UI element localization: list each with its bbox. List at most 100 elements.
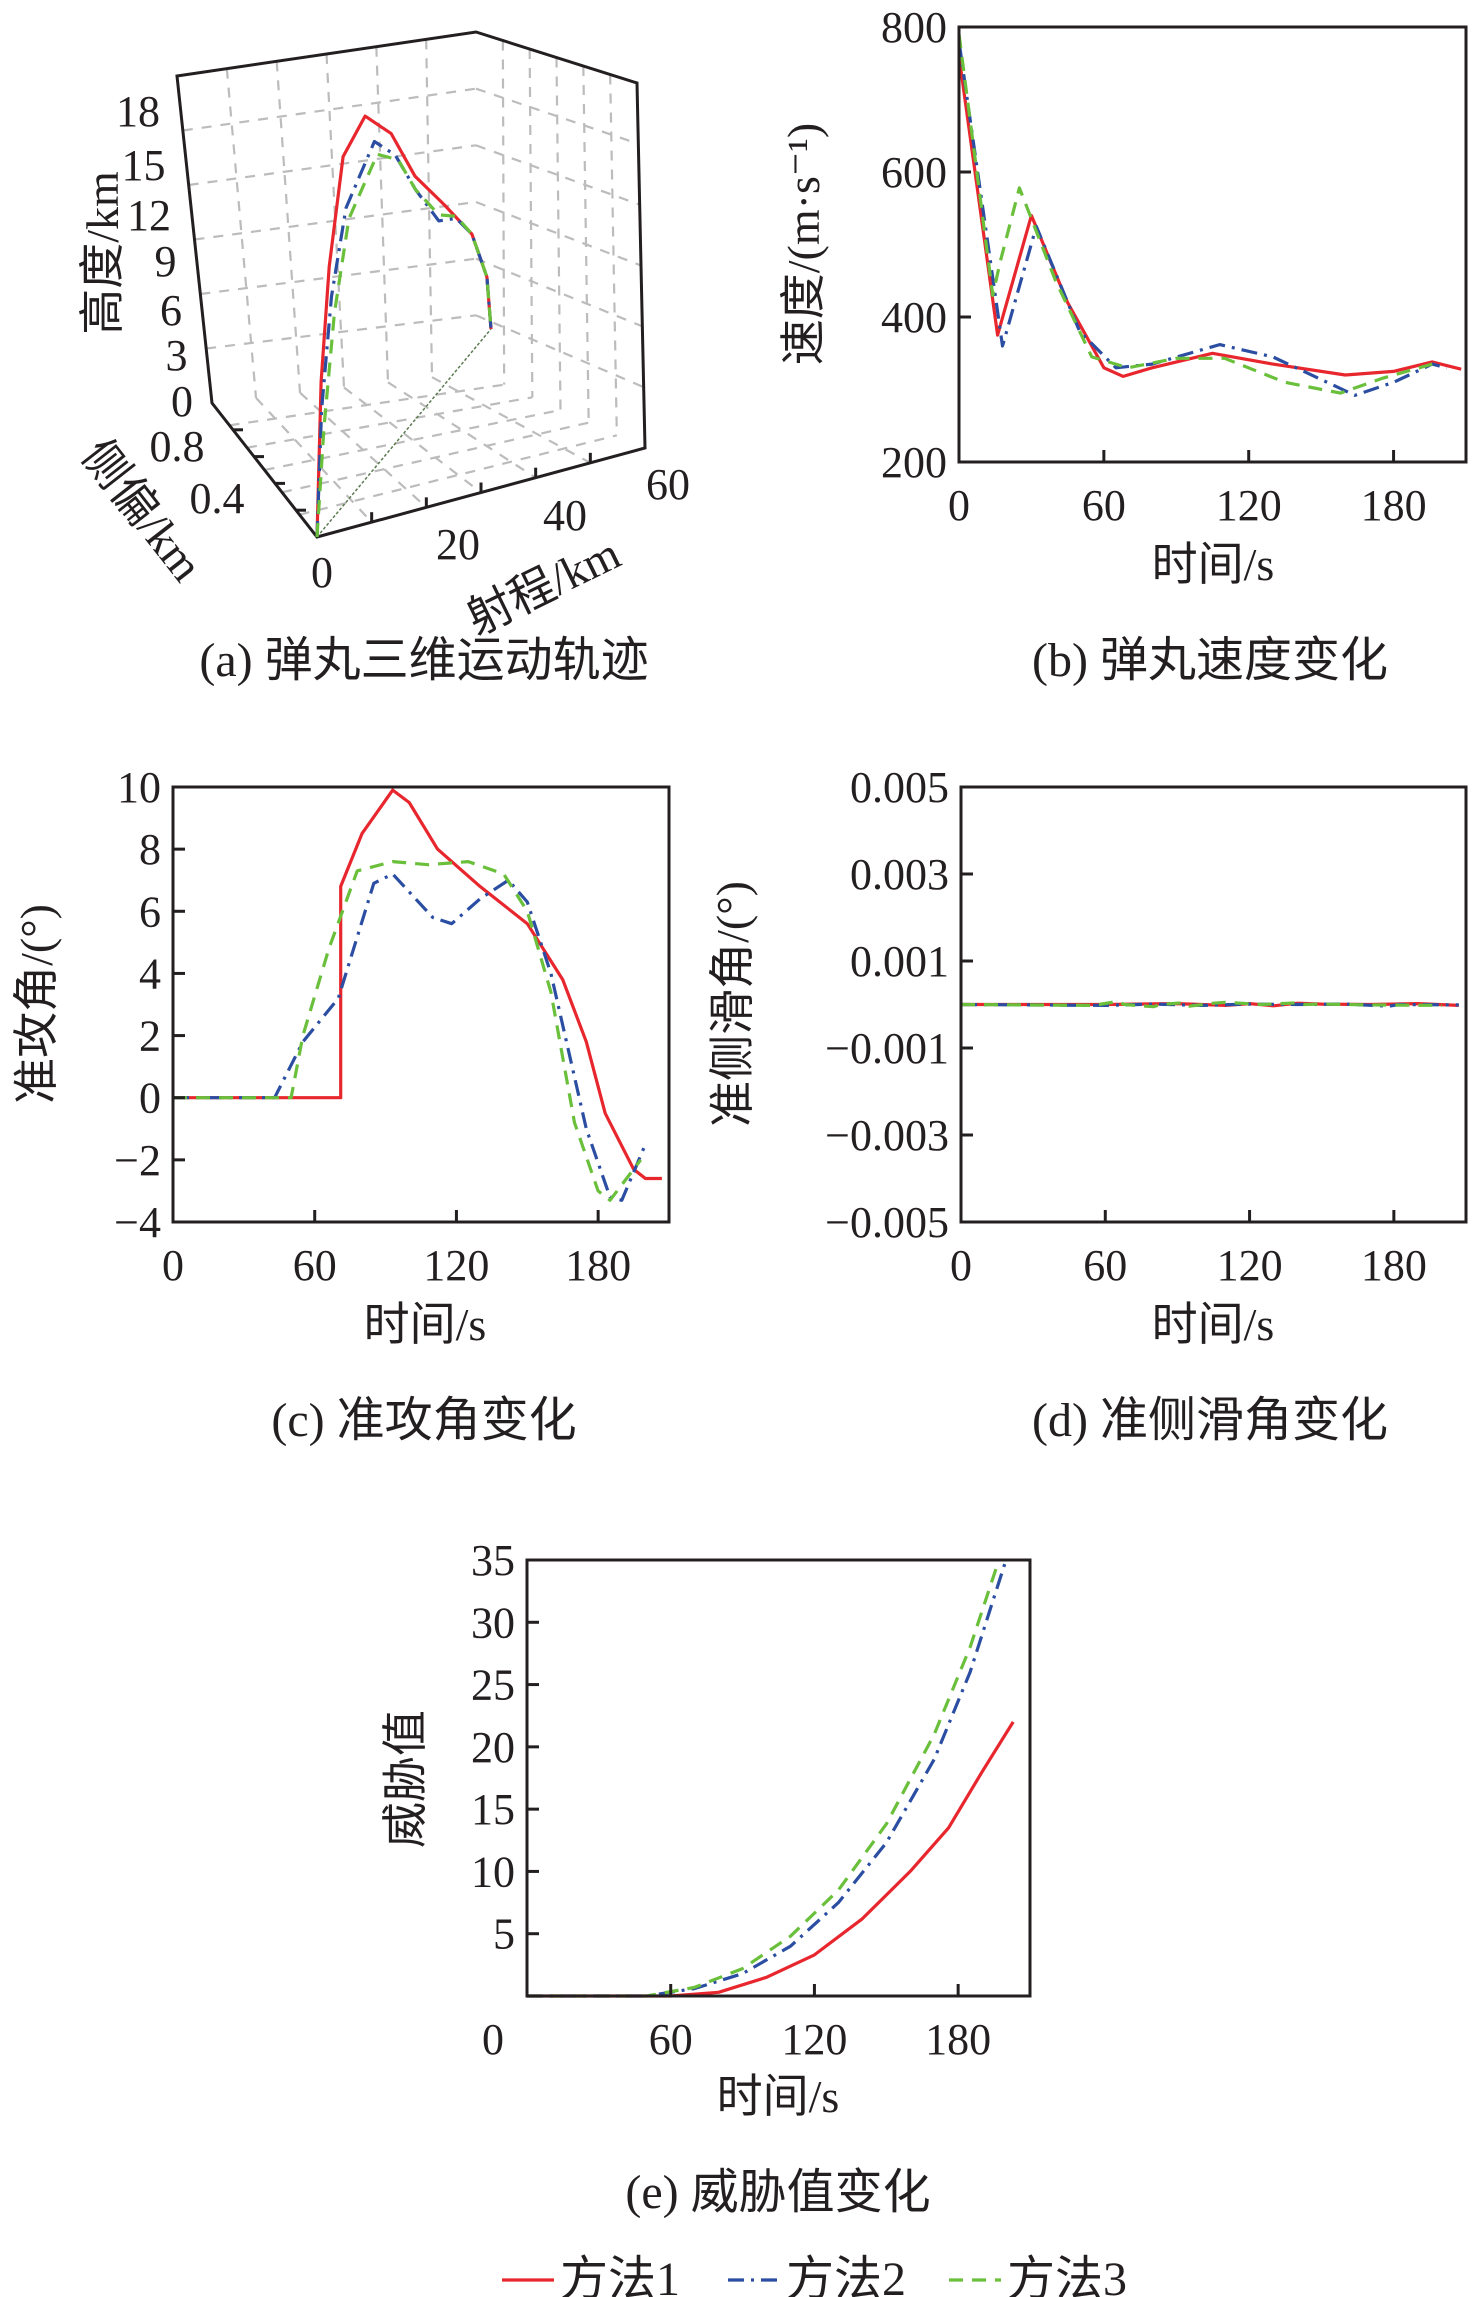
y-axis-title: 准攻角/(°) [11, 904, 62, 1104]
y-tick-label: 30 [471, 1598, 515, 1647]
panel-caption: (c) 准攻角变化 [271, 1394, 576, 1447]
grid-line [582, 65, 590, 423]
x-tick-label: 0 [950, 1241, 972, 1290]
grid-line [343, 386, 482, 494]
axes-frame [525, 1558, 1032, 1998]
x-axis-title: 射程/km [459, 527, 629, 645]
series-line-b-3 [957, 34, 1433, 395]
x-tick-label: 60 [1083, 1241, 1127, 1290]
y-tick-label: 800 [881, 3, 947, 52]
series-line-e-3 [527, 1559, 1001, 1998]
grid-line [475, 314, 645, 389]
panel-e: 0 60 120 180 5 10 15 20 25 30 35 时间/s 威胁值 (e) 威胁值变化 [380, 1536, 1032, 2219]
y-tick-label: 0 [139, 1074, 161, 1123]
series-line-b-1 [957, 55, 1462, 378]
ground-track-line [316, 328, 492, 538]
panel-caption: (d) 准侧滑角变化 [1032, 1394, 1388, 1447]
y-tick-label: −4 [114, 1198, 161, 1247]
series-line-e-1 [527, 1721, 1015, 1998]
grid-line [264, 408, 561, 472]
z-tick-label: 3 [166, 331, 188, 380]
y-tick-label: 0.4 [190, 474, 245, 523]
y-tick-label: 8 [139, 825, 161, 874]
series-line-c-2 [173, 872, 647, 1202]
y-tick-label: 5 [493, 1910, 515, 1959]
grid-line [299, 434, 618, 516]
legend-item-1: 方法1 [502, 2253, 680, 2297]
x-tick-label: 180 [1361, 481, 1427, 530]
y-tick-label: −0.003 [825, 1111, 949, 1160]
y-tick-label: 10 [117, 763, 161, 812]
y-tick-label: 20 [471, 1723, 515, 1772]
x-tick-label: 60 [293, 1241, 337, 1290]
y-axis-title: 威胁值 [380, 1710, 431, 1848]
panel-d: 0 60 120 180 −0.005 −0.003 −0.001 0.001 0.003 0.0… [707, 763, 1468, 1447]
y-tick-label: 0.005 [850, 763, 949, 812]
axes-frame [957, 25, 1468, 464]
y-tick-label: 25 [471, 1661, 515, 1710]
trajectory-line-3 [315, 152, 493, 538]
x-axis-title: 时间/s [1152, 1299, 1275, 1350]
z-tick-label: 12 [127, 191, 171, 240]
x-tick-label: 0 [311, 548, 333, 597]
x-tick-label: 180 [1361, 1241, 1427, 1290]
y-tick-label: 4 [139, 949, 161, 998]
legend-label: 方法2 [786, 2253, 906, 2297]
panel-caption: (a) 弹丸三维运动轨迹 [199, 634, 648, 687]
legend-item-2: 方法2 [728, 2253, 906, 2297]
x-tick-label: 120 [1217, 1241, 1283, 1290]
y-tick-label: −0.005 [825, 1198, 949, 1247]
z-tick-label: 18 [116, 87, 160, 136]
grid-line [255, 397, 373, 523]
panel-b: 0 60 120 180 200 400 600 800 时间/s 速度/(m·s⁻¹) (b) 弹… [778, 3, 1468, 687]
x-tick-label: 40 [543, 491, 587, 540]
z-tick-label: 0 [171, 377, 193, 426]
x-tick-label: 0 [482, 2015, 504, 2064]
x-tick-label: 0 [162, 1241, 184, 1290]
grid-line [609, 74, 618, 436]
y-tick-label: −0.001 [825, 1024, 949, 1073]
x-axis-title: 时间/s [1152, 539, 1275, 590]
x-tick-label: 60 [649, 2015, 693, 2064]
y-tick-label: 0.001 [850, 937, 949, 986]
panel-caption: (b) 弹丸速度变化 [1032, 634, 1388, 687]
y-tick-label: 0.8 [150, 422, 205, 471]
panel-caption: (e) 威胁值变化 [625, 2166, 930, 2219]
y-tick-label: 6 [139, 887, 161, 936]
grid-line [200, 257, 477, 296]
x-axis-title: 时间/s [364, 1299, 487, 1350]
x-tick-label: 120 [781, 2015, 847, 2064]
axes-frame [959, 785, 1468, 1224]
panel-c: 0 60 120 180 −4 −2 0 2 4 6 8 10 时间/s 准攻角/(°) (c) 准攻角变化 [11, 763, 671, 1447]
y-tick-label: 0.003 [850, 850, 949, 899]
x-tick-label: 180 [565, 1241, 631, 1290]
x-tick-label: 180 [925, 2015, 991, 2064]
y-axis-title: 速度/(m·s⁻¹) [778, 123, 829, 366]
x-tick-label: 120 [423, 1241, 489, 1290]
grid-line [501, 40, 506, 385]
series-line-b-2 [957, 41, 1448, 397]
z-tick-label: 9 [155, 237, 177, 286]
legend: 方法1 方法2 方法3 [502, 2253, 1127, 2297]
axes-frame [171, 785, 671, 1224]
grid-line [387, 381, 537, 479]
series-line-c-3 [173, 860, 642, 1202]
trajectory-line-1 [315, 114, 493, 538]
trajectory-line-2 [315, 139, 493, 538]
y-tick-label: 15 [471, 1785, 515, 1834]
z-tick-label: 15 [122, 141, 166, 190]
x-tick-label: 20 [436, 520, 480, 569]
x-tick-label: 0 [948, 481, 970, 530]
y-tick-label: 400 [881, 293, 947, 342]
z-axis-title: 高度/km [77, 171, 128, 335]
series-line-d-3 [960, 999, 1443, 1009]
series-line-e-2 [527, 1559, 1008, 1998]
z-tick-label: 6 [160, 286, 182, 335]
legend-item-3: 方法3 [949, 2253, 1127, 2297]
x-tick-label: 60 [1082, 481, 1126, 530]
grid-line [555, 57, 562, 411]
y-tick-label: −2 [114, 1136, 161, 1185]
x-axis-title: 时间/s [717, 2071, 840, 2122]
